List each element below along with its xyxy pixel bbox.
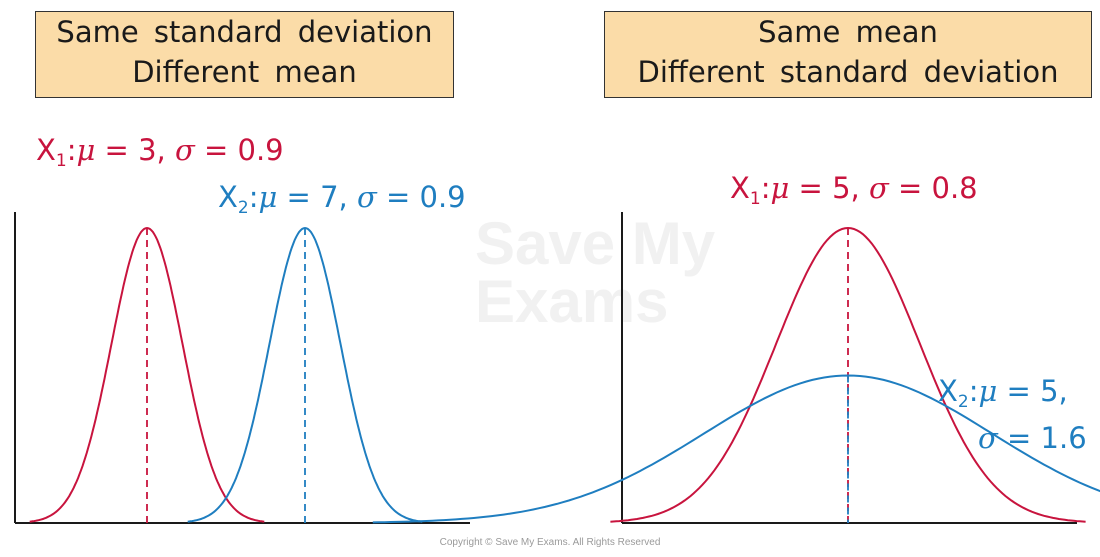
- copyright-text: Copyright © Save My Exams. All Rights Re…: [439, 537, 661, 548]
- left-header-box: Same standard deviation Different mean: [35, 11, 454, 98]
- left-axes: [14, 212, 470, 524]
- watermark-line-1: Save My: [475, 210, 716, 277]
- right-x1-label: X1:μ = 5, σ = 0.8: [730, 171, 978, 209]
- right-axes: [621, 212, 1077, 524]
- left-x1-label: X1:μ = 3, σ = 0.9: [36, 133, 284, 171]
- right-header-box: Same mean Different standard deviation: [604, 11, 1092, 98]
- watermark-logo: Save My Exams: [475, 210, 716, 335]
- right-x2-label-line-1: X2:μ = 5,: [938, 374, 1068, 412]
- left-x2-label: X2:μ = 7, σ = 0.9: [218, 180, 466, 218]
- curves-group: [29, 226, 1100, 524]
- left-header-line-2: Different mean: [132, 55, 357, 89]
- right-x2-label-line-2: σ = 1.6: [978, 421, 1087, 455]
- right-header-line-1: Same mean: [758, 15, 938, 49]
- right-header-line-2: Different standard deviation: [637, 55, 1059, 89]
- left-header-line-1: Same standard deviation: [56, 15, 433, 49]
- watermark-line-2: Exams: [475, 268, 669, 335]
